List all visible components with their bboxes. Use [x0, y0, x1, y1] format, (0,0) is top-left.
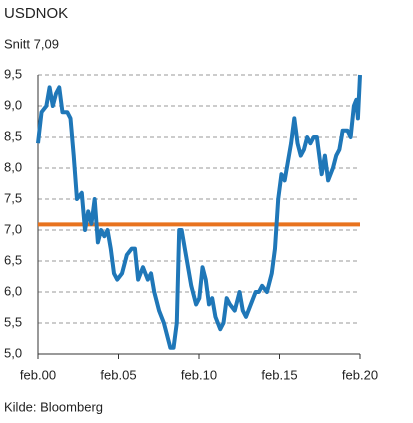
y-tick-label: 8,0: [4, 159, 22, 174]
source-note: Kilde: Bloomberg: [4, 399, 103, 414]
y-tick-label: 9,5: [4, 66, 22, 81]
price-line: [36, 74, 362, 350]
y-tick-label: 9,0: [4, 97, 22, 112]
x-tick-label: feb.15: [261, 367, 297, 382]
y-tick-label: 7,0: [4, 221, 22, 236]
y-tick-label: 6,0: [4, 283, 22, 298]
x-tick-label: feb.20: [342, 367, 378, 382]
x-tick-label: feb.00: [20, 367, 56, 382]
y-tick-label: 7,5: [4, 190, 22, 205]
y-tick-label: 6,5: [4, 252, 22, 267]
y-tick-label: 5,5: [4, 314, 22, 329]
x-tick-label: feb.05: [100, 367, 136, 382]
x-tick-label: feb.10: [181, 367, 217, 382]
y-tick-label: 8,5: [4, 128, 22, 143]
y-tick-label: 5,0: [4, 345, 22, 360]
chart-subtitle: Snitt 7,09: [4, 36, 59, 51]
chart-title: USDNOK: [4, 5, 68, 22]
